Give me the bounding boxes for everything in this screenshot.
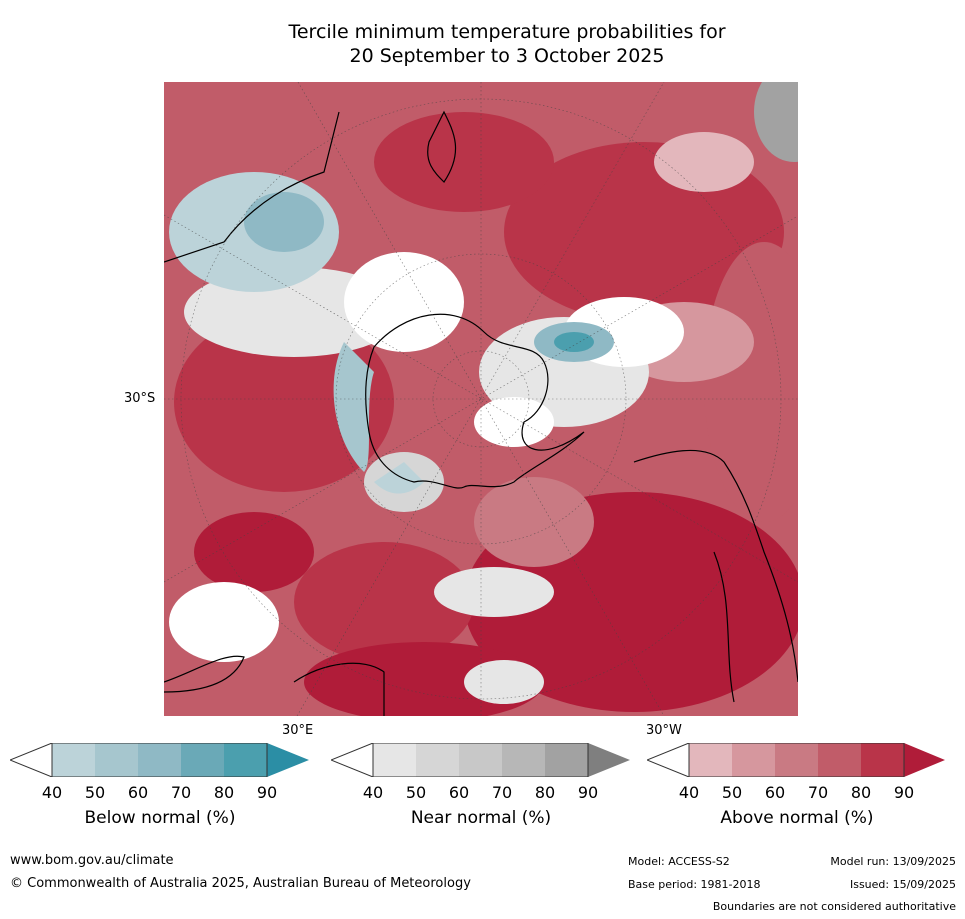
chart-title: Tercile minimum temperature probabilitie… [0,20,965,68]
map-svg [164,82,798,716]
colorbar-below-max-arrow [267,743,309,777]
colorbar-tick-label: 90 [256,783,278,802]
title-line-2: 20 September to 3 October 2025 [349,45,665,67]
colorbar-tick-label: 50 [405,783,427,802]
issued-date: Issued: 15/09/2025 [849,878,956,891]
colorbar-above-min-arrow [645,742,690,778]
graticule [164,82,798,716]
colorbar-below-normal [8,742,310,781]
colorbar-tick-label: 90 [577,783,599,802]
colorbar-above-max-arrow [904,743,945,777]
colorbar-below-svg [8,742,309,778]
colorbar-tick-label: 40 [41,783,63,802]
colorbar-below-cell [138,743,181,777]
boundaries-disclaimer: Boundaries are not considered authoritat… [712,900,956,913]
colorbar-below-cell [181,743,224,777]
colorbar-tick-label: 50 [84,783,106,802]
colorbar-below-cell [52,743,95,777]
colorbar-near-min-arrow [329,742,374,778]
colorbar-above-cell [775,743,818,777]
colorbar-near-svg [329,742,630,778]
polar-probability-map [164,82,798,716]
colorbar-above-normal [645,742,947,781]
below-normal-regions [169,172,614,494]
colorbar-near-cell [416,743,459,777]
colorbar-tick-label: 60 [127,783,149,802]
colorbar-above-cell [818,743,861,777]
colorbar-near-cell [545,743,588,777]
colorbar-tick-label: 80 [534,783,556,802]
colorbar-tick-label: 80 [213,783,235,802]
colorbar-tick-label: 40 [362,783,384,802]
colorbar-below-cell [224,743,267,777]
latitude-label: 30°S [124,391,156,406]
colorbar-near-max-arrow [588,743,630,777]
copyright-text: © Commonwealth of Australia 2025, Austra… [10,876,471,891]
colorbar-tick-label: 40 [678,783,700,802]
coastlines [164,110,798,716]
colorbar-above-svg [645,742,945,778]
colorbar-tick-label: 70 [491,783,513,802]
base-period: Base period: 1981-2018 [628,878,761,891]
longitude-label-east: 30°E [282,723,314,738]
colorbar-tick-label: 70 [170,783,192,802]
colorbar-near-cell [459,743,502,777]
colorbar-near-cell [502,743,545,777]
colorbar-near-cell [373,743,416,777]
colorbar-tick-label: 90 [893,783,915,802]
colorbar-above-cell [689,743,732,777]
website-link[interactable]: www.bom.gov.au/climate [10,853,174,868]
colorbar-below-cell [95,743,138,777]
colorbar-below-title: Below normal (%) [84,808,236,828]
model-run: Model run: 13/09/2025 [830,855,956,868]
model-name: Model: ACCESS-S2 [628,855,730,868]
colorbar-near-title: Near normal (%) [410,808,552,828]
title-line-1: Tercile minimum temperature probabilitie… [288,21,726,43]
colorbar-near-normal [329,742,631,781]
colorbar-above-cell [861,743,904,777]
colorbar-above-cell [732,743,775,777]
colorbar-tick-label: 60 [764,783,786,802]
longitude-label-west: 30°W [646,723,682,738]
colorbar-above-title: Above normal (%) [720,808,874,828]
colorbar-tick-label: 80 [850,783,872,802]
colorbar-tick-label: 50 [721,783,743,802]
colorbar-tick-label: 60 [448,783,470,802]
colorbar-below-min-arrow [8,742,53,778]
colorbar-tick-label: 70 [807,783,829,802]
